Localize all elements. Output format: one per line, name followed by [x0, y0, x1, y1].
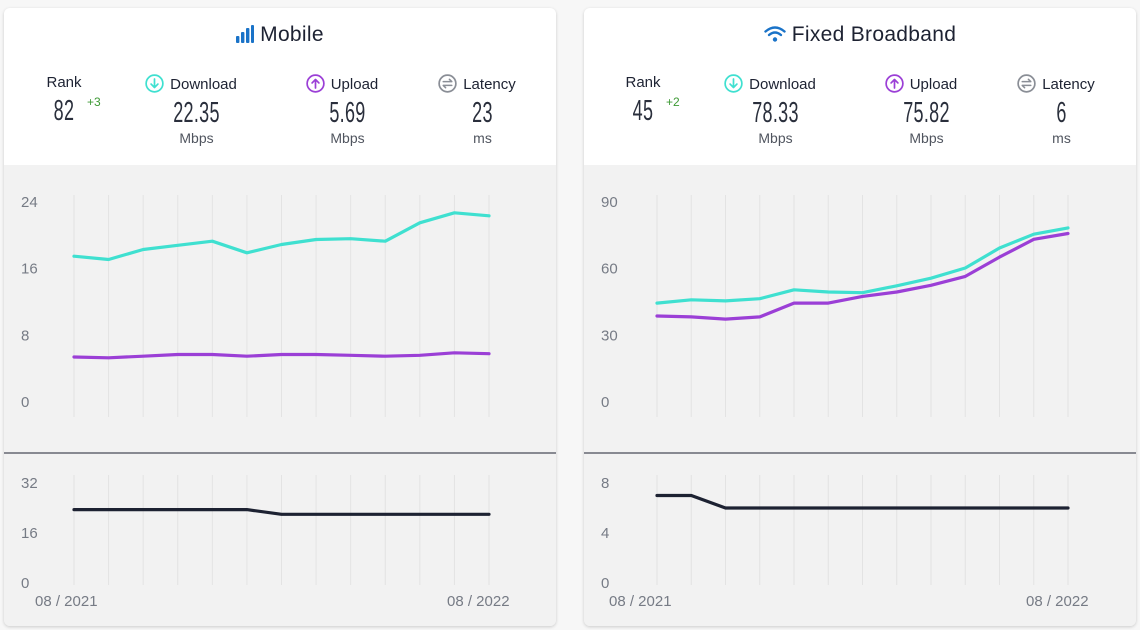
upload-value: 75.82 — [903, 97, 950, 129]
download-label-text: Download — [170, 76, 237, 93]
latency-label-text: Latency — [1042, 76, 1095, 93]
fixed-title: Fixed Broadband — [584, 23, 1136, 47]
download-label-text: Download — [749, 76, 816, 93]
latency-value: 6 — [1056, 97, 1067, 129]
upload-arrow-icon — [885, 74, 904, 93]
y-tick-label: 0 — [21, 394, 29, 411]
latency-unit: ms — [473, 130, 492, 146]
upload-label: Upload — [287, 74, 397, 93]
upload-label-text: Upload — [909, 76, 958, 93]
x-axis-end-label: 08 / 2022 — [1026, 593, 1089, 610]
y-tick-label: 0 — [601, 575, 609, 592]
x-axis-start-label: 08 / 2021 — [609, 593, 672, 610]
y-tick-label: 16 — [21, 261, 38, 278]
latency-value: 23 — [472, 97, 493, 129]
download-arrow-icon — [724, 74, 743, 93]
y-tick-label: 60 — [601, 261, 618, 278]
y-tick-label: 8 — [21, 327, 29, 344]
mobile-title-text: Mobile — [260, 23, 324, 46]
fixed-upload-stat: Upload 75.82 Mbps — [866, 74, 976, 146]
download-value: 78.33 — [752, 97, 799, 129]
fixed-header: Fixed Broadband Rank 45 +2 Download 78.3… — [584, 8, 1136, 165]
latency-series-line — [655, 493, 1070, 510]
fixed-download-stat: Download 78.33 Mbps — [710, 74, 830, 146]
latency-series-line — [72, 508, 491, 516]
latency-arrows-icon — [1017, 74, 1036, 93]
download-unit: Mbps — [758, 130, 793, 146]
y-tick-label: 8 — [601, 475, 609, 492]
mobile-panel: Mobile Rank 82 +3 Download 22.35 Mbps Up… — [4, 8, 556, 626]
mobile-title: Mobile — [4, 23, 556, 47]
latency-unit: ms — [1052, 130, 1071, 146]
latency-arrows-icon — [438, 74, 457, 93]
rank-label: Rank — [625, 74, 661, 91]
mobile-download-stat: Download 22.35 Mbps — [131, 74, 251, 146]
x-axis-end-label: 08 / 2022 — [447, 593, 510, 610]
y-tick-label: 4 — [601, 525, 609, 542]
download-value: 22.35 — [173, 97, 220, 129]
fixed-rank: Rank 45 — [618, 74, 668, 126]
mobile-rank: Rank 82 — [39, 74, 89, 126]
download-arrow-icon — [145, 74, 164, 93]
upload-unit: Mbps — [330, 130, 365, 146]
download-label: Download — [131, 74, 251, 93]
download-unit: Mbps — [179, 130, 214, 146]
y-tick-label: 0 — [601, 394, 609, 411]
latency-label-text: Latency — [463, 76, 516, 93]
y-tick-label: 24 — [21, 194, 38, 211]
download-label: Download — [710, 74, 830, 93]
y-tick-label: 32 — [21, 475, 38, 492]
latency-label: Latency — [1001, 74, 1111, 93]
upload-series-line — [72, 351, 491, 360]
rank-label: Rank — [46, 74, 82, 91]
cellular-signal-icon — [236, 25, 255, 43]
fixed-broadband-panel: Fixed Broadband Rank 45 +2 Download 78.3… — [584, 8, 1136, 626]
fixed-latency-stat: Latency 6 ms — [1001, 74, 1111, 146]
mobile-latency-stat: Latency 23 ms — [422, 74, 532, 146]
rank-change: +2 — [666, 95, 680, 109]
mobile-upload-stat: Upload 5.69 Mbps — [287, 74, 397, 146]
upload-arrow-icon — [306, 74, 325, 93]
fixed-title-text: Fixed Broadband — [791, 23, 957, 46]
y-tick-label: 30 — [601, 327, 618, 344]
upload-unit: Mbps — [909, 130, 944, 146]
y-tick-label: 0 — [21, 575, 29, 592]
rank-value: 82 — [53, 95, 75, 127]
mobile-header: Mobile Rank 82 +3 Download 22.35 Mbps Up… — [4, 8, 556, 165]
y-tick-label: 90 — [601, 194, 618, 211]
upload-label-text: Upload — [330, 76, 379, 93]
rank-value: 45 — [632, 95, 654, 127]
wifi-icon — [764, 26, 786, 42]
rank-change: +3 — [87, 95, 101, 109]
mobile-charts: 0 8 16 24 0 16 32 08 / 2021 08 / 2022 — [4, 165, 556, 626]
upload-label: Upload — [866, 74, 976, 93]
fixed-charts: 0 30 60 90 0 4 8 08 / 2021 08 / 2022 — [584, 165, 1136, 626]
y-tick-label: 16 — [21, 525, 38, 542]
download-series-line — [72, 211, 491, 262]
download-series-line — [655, 226, 1070, 305]
upload-series-line — [655, 231, 1070, 321]
latency-label: Latency — [422, 74, 532, 93]
upload-value: 5.69 — [329, 97, 366, 129]
x-axis-start-label: 08 / 2021 — [35, 593, 98, 610]
